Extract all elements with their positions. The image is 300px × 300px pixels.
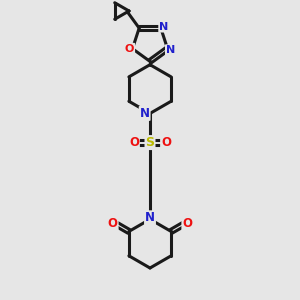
Text: O: O: [108, 217, 118, 230]
Text: N: N: [159, 22, 168, 32]
Text: O: O: [161, 136, 171, 149]
Text: O: O: [129, 136, 139, 149]
Text: N: N: [145, 211, 155, 224]
Text: N: N: [140, 107, 150, 120]
Text: N: N: [166, 45, 175, 55]
Text: O: O: [182, 217, 192, 230]
Text: S: S: [146, 136, 154, 149]
Text: O: O: [125, 44, 134, 54]
